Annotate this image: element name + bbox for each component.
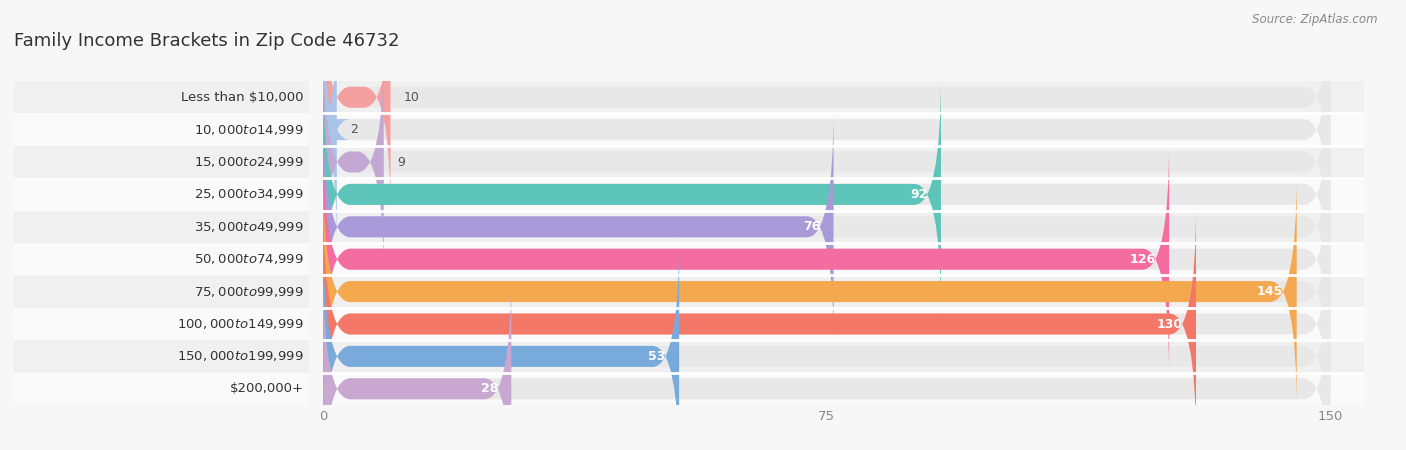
Bar xyxy=(323,373,1364,405)
Text: 10: 10 xyxy=(404,91,420,104)
Text: 9: 9 xyxy=(398,156,405,168)
Text: Less than $10,000: Less than $10,000 xyxy=(181,91,304,104)
FancyBboxPatch shape xyxy=(323,10,1330,249)
Text: $50,000 to $74,999: $50,000 to $74,999 xyxy=(194,252,304,266)
FancyBboxPatch shape xyxy=(323,0,1330,216)
FancyBboxPatch shape xyxy=(323,270,512,450)
Bar xyxy=(323,81,1364,113)
FancyBboxPatch shape xyxy=(323,140,1170,378)
Text: 76: 76 xyxy=(803,220,820,233)
Bar xyxy=(323,340,1364,373)
Bar xyxy=(14,275,309,308)
Bar xyxy=(323,243,1364,275)
FancyBboxPatch shape xyxy=(309,10,350,249)
Text: 92: 92 xyxy=(910,188,928,201)
Text: $75,000 to $99,999: $75,000 to $99,999 xyxy=(194,284,304,299)
Bar xyxy=(14,340,309,373)
Text: 2: 2 xyxy=(350,123,359,136)
Bar xyxy=(14,308,309,340)
Text: $10,000 to $14,999: $10,000 to $14,999 xyxy=(194,122,304,137)
FancyBboxPatch shape xyxy=(323,237,679,450)
Bar xyxy=(14,178,309,211)
FancyBboxPatch shape xyxy=(323,172,1296,411)
Text: $100,000 to $149,999: $100,000 to $149,999 xyxy=(177,317,304,331)
Bar xyxy=(14,113,309,146)
FancyBboxPatch shape xyxy=(323,108,834,346)
Text: Source: ZipAtlas.com: Source: ZipAtlas.com xyxy=(1253,14,1378,27)
FancyBboxPatch shape xyxy=(323,237,1330,450)
Text: 130: 130 xyxy=(1157,318,1182,330)
Bar xyxy=(323,211,1364,243)
Text: 126: 126 xyxy=(1129,253,1156,266)
Bar xyxy=(323,308,1364,340)
FancyBboxPatch shape xyxy=(323,270,1330,450)
Text: Family Income Brackets in Zip Code 46732: Family Income Brackets in Zip Code 46732 xyxy=(14,32,399,50)
Bar xyxy=(14,373,309,405)
FancyBboxPatch shape xyxy=(323,205,1197,443)
Text: 145: 145 xyxy=(1257,285,1284,298)
FancyBboxPatch shape xyxy=(323,75,1330,314)
FancyBboxPatch shape xyxy=(323,0,391,216)
Text: 28: 28 xyxy=(481,382,498,395)
Text: $35,000 to $49,999: $35,000 to $49,999 xyxy=(194,220,304,234)
FancyBboxPatch shape xyxy=(323,172,1330,411)
Bar xyxy=(323,113,1364,146)
Bar xyxy=(14,81,309,113)
Bar xyxy=(323,146,1364,178)
Text: 53: 53 xyxy=(648,350,665,363)
Bar xyxy=(14,211,309,243)
FancyBboxPatch shape xyxy=(323,75,941,314)
FancyBboxPatch shape xyxy=(323,43,384,281)
FancyBboxPatch shape xyxy=(323,43,1330,281)
Bar xyxy=(14,243,309,275)
Text: $25,000 to $34,999: $25,000 to $34,999 xyxy=(194,187,304,202)
FancyBboxPatch shape xyxy=(323,205,1330,443)
Text: $200,000+: $200,000+ xyxy=(229,382,304,395)
FancyBboxPatch shape xyxy=(323,140,1330,378)
Text: $15,000 to $24,999: $15,000 to $24,999 xyxy=(194,155,304,169)
Bar xyxy=(323,178,1364,211)
FancyBboxPatch shape xyxy=(323,108,1330,346)
Bar xyxy=(323,275,1364,308)
Text: $150,000 to $199,999: $150,000 to $199,999 xyxy=(177,349,304,364)
Bar xyxy=(14,146,309,178)
